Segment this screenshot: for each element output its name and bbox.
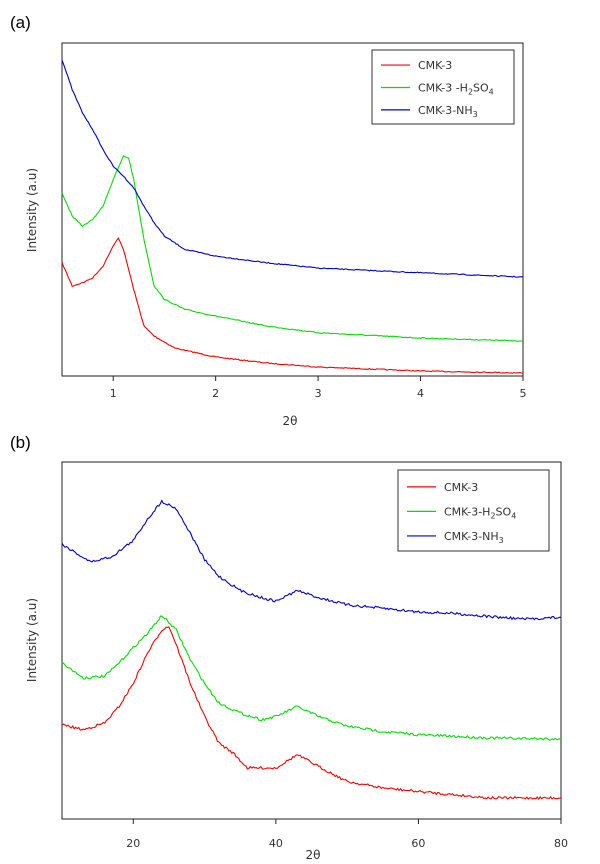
legend-text: SO [496,505,512,518]
legend-subscript: 3 [499,536,504,545]
legend-text: SO [473,81,489,94]
panel-label: (b) [10,433,31,452]
legend-subscript: 4 [511,511,516,520]
series-line-cmk-3 [61,626,562,801]
series-line-cmk-3-nh3 [61,59,524,278]
series-line-cmk-3-h2so4 [61,155,524,342]
legend-text: CMK-3 [444,481,478,494]
x-tick-label: 20 [126,837,140,850]
chart-panel-b: (b) 20 40 60 80 2θ Intensity (a.u) CMK-3 CMK-3-H… [10,433,568,862]
legend-text: CMK-3-NH [444,530,499,543]
legend-entry: CMK-3 -H2SO4 [418,81,494,96]
legend-entry: CMK-3 [444,481,478,494]
legend-subscript: 4 [489,87,494,96]
x-tick-label: 5 [520,387,527,400]
legend-entry: CMK-3-NH3 [418,104,478,119]
legend-text: CMK-3-NH [418,104,473,117]
plot-frame [61,42,524,377]
legend-text: CMK-3 [418,59,452,72]
legend-subscript: 2 [468,87,473,96]
x-tick-label: 60 [411,837,425,850]
series-line-cmk-3-h2so4 [61,615,562,741]
plot-frame [61,461,562,820]
legend-subscript: 3 [473,110,478,119]
legend-text: CMK-3-H [444,505,490,518]
x-tick-label: 3 [315,387,322,400]
legend: CMK-3 CMK-3 -H2SO4 CMK-3-NH3 [371,49,515,125]
series-line-cmk-3 [61,237,524,374]
y-axis-label: Intensity (a.u) [25,598,39,682]
x-tick-label: 2 [212,387,219,400]
x-axis-label: 2θ [283,414,298,428]
legend-text: CMK-3 -H [418,81,468,94]
x-tick-label: 1 [110,387,117,400]
y-axis-label: Intensity (a.u) [25,168,39,252]
legend-subscript: 2 [490,511,495,520]
panel-label: (a) [10,13,31,32]
legend: CMK-3 CMK-3-H2SO4 CMK-3-NH3 [397,469,550,552]
series-line-cmk-3-nh3 [61,499,561,621]
legend-entry: CMK-3-H2SO4 [444,505,516,520]
x-axis-label: 2θ [306,848,321,862]
legend-box [397,469,550,552]
x-tick-label: 4 [417,387,424,400]
legend-entry: CMK-3-NH3 [444,530,504,545]
x-tick-label: 80 [554,837,568,850]
legend-entry: CMK-3 [418,59,452,72]
x-tick-label: 40 [269,837,283,850]
